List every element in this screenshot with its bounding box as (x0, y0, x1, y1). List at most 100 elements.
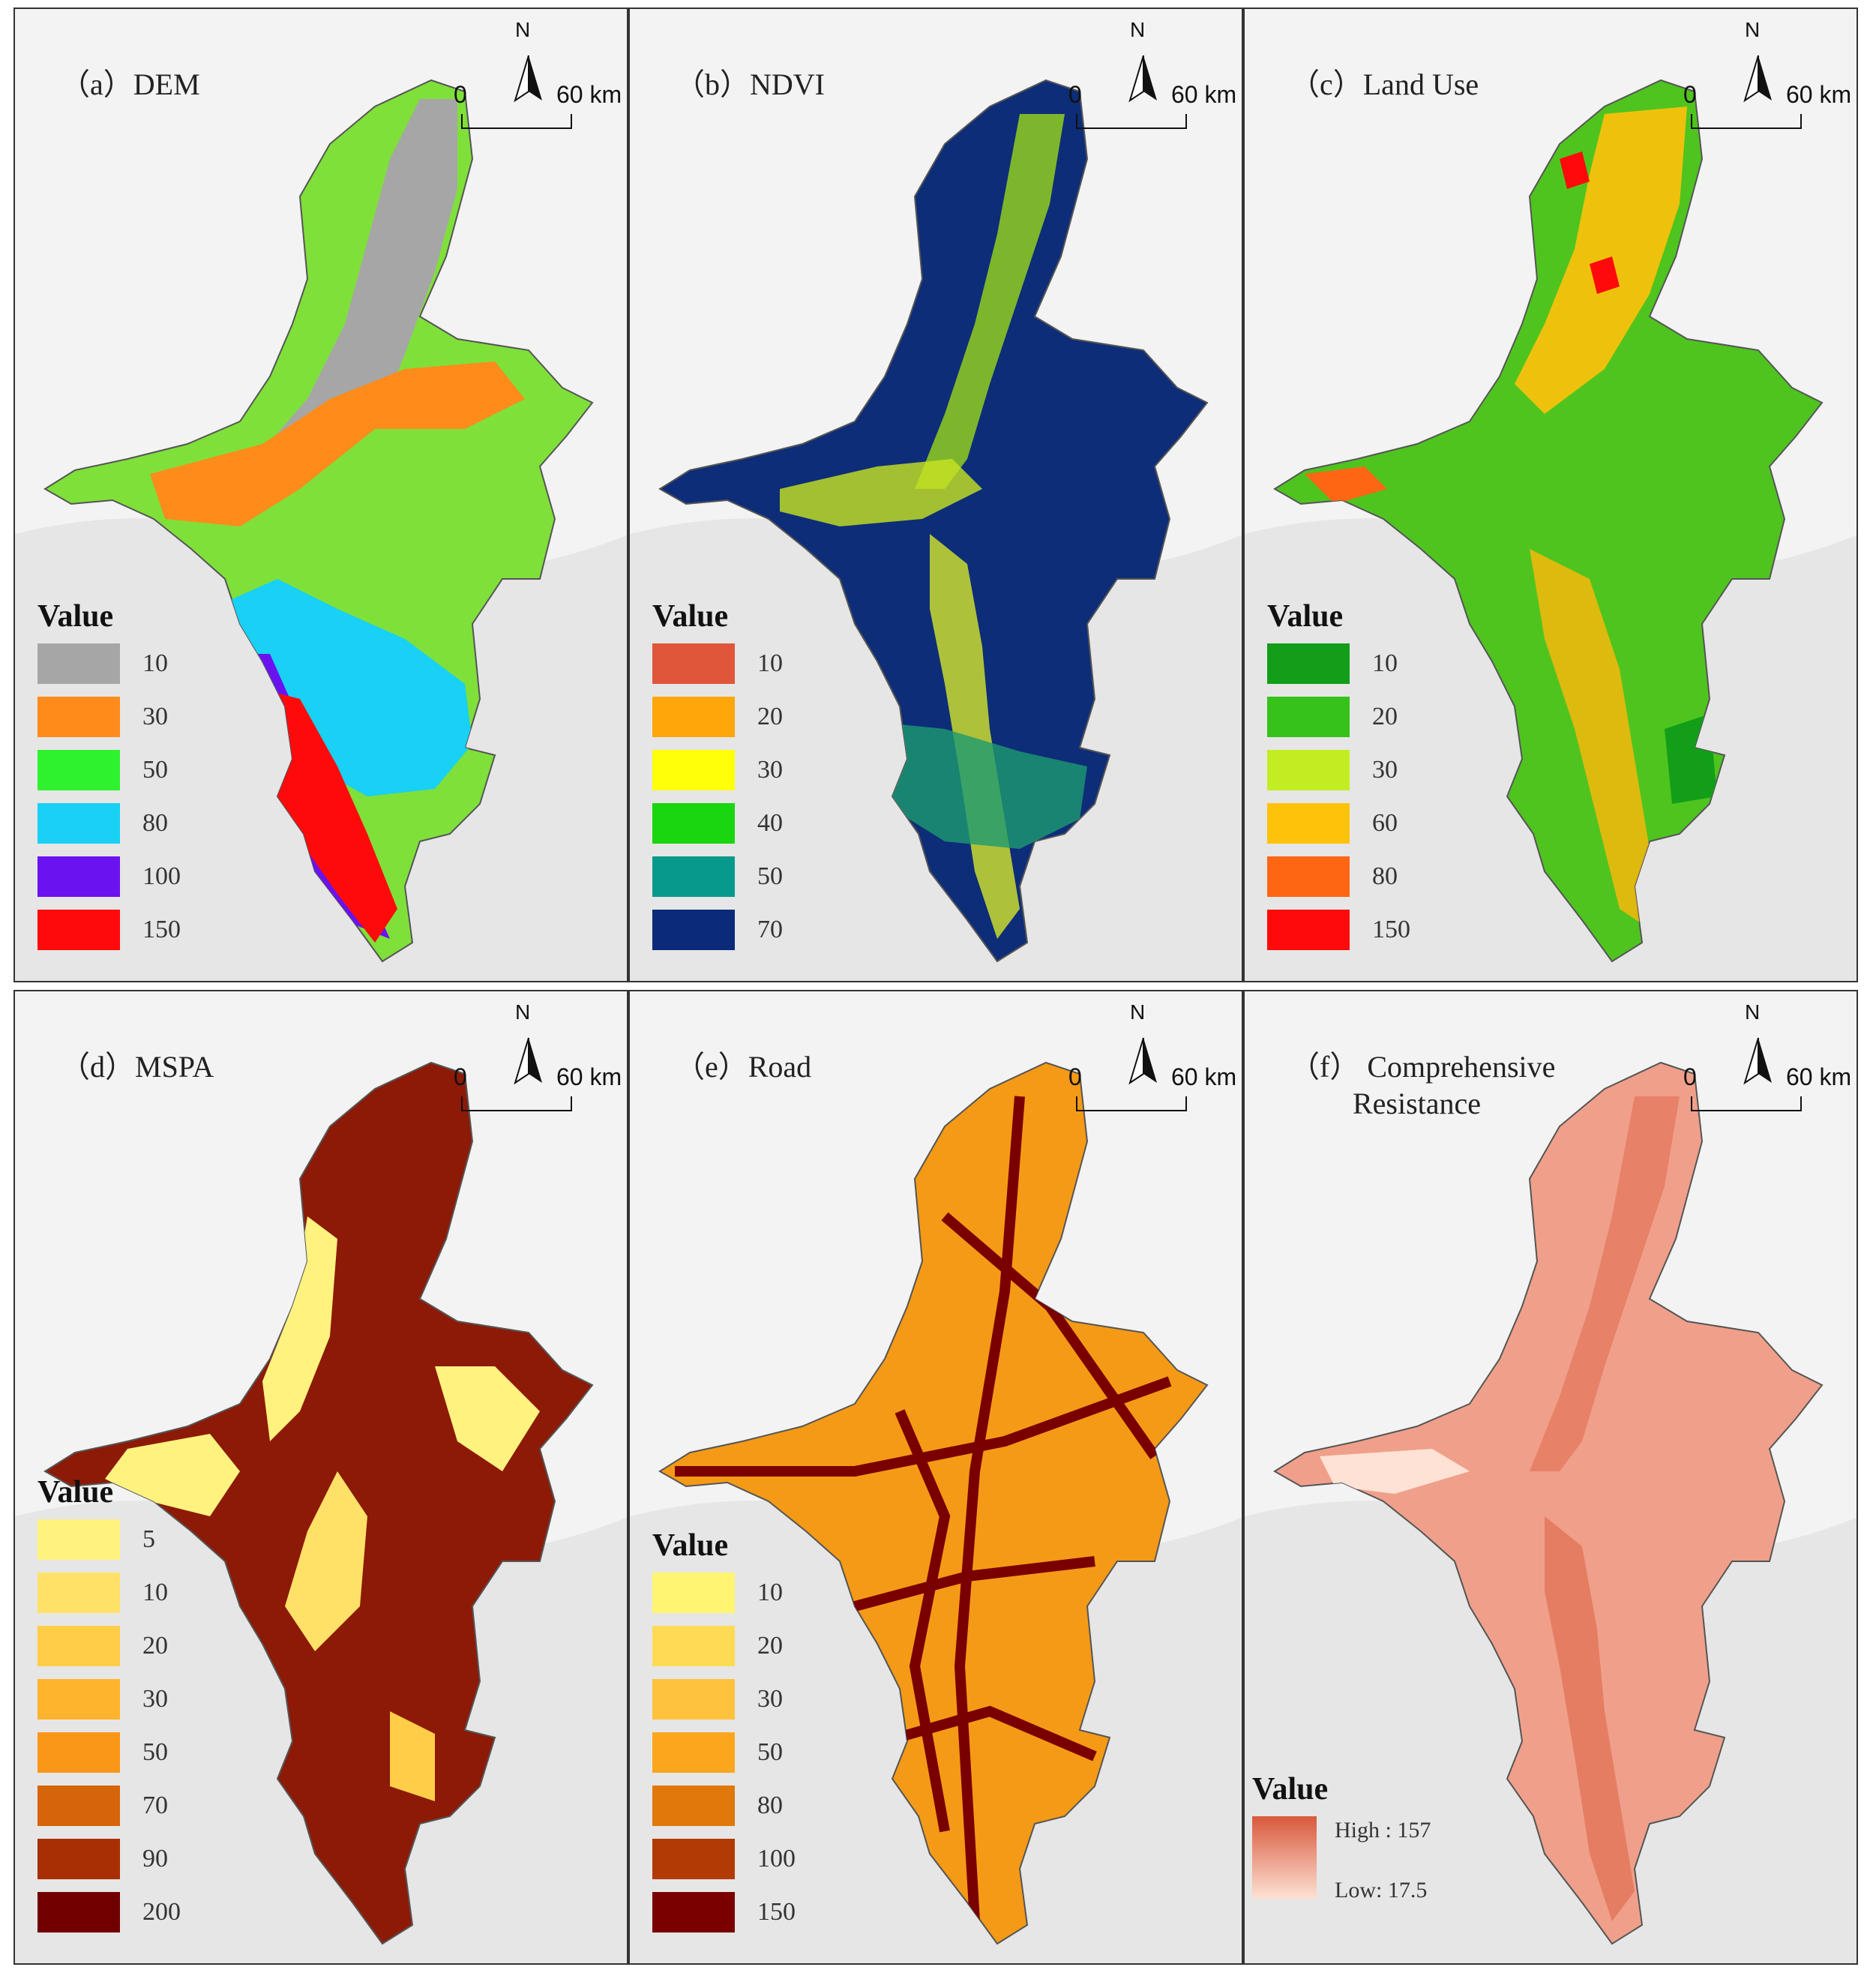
legend-item: 40 (652, 803, 783, 844)
legend-item: 20 (652, 1626, 796, 1666)
scale-bar (1691, 114, 1802, 129)
legend: Value 10 20 30 60 80 150 (1267, 598, 1410, 963)
legend-item: 100 (652, 1839, 796, 1879)
legend-label: 40 (757, 809, 783, 837)
legend-label: 10 (757, 649, 783, 677)
legend-item: 70 (37, 1786, 181, 1826)
legend-label: 50 (757, 1738, 783, 1766)
legend-label: 70 (142, 1792, 168, 1819)
legend-item: 30 (1267, 750, 1410, 790)
legend-item: 10 (652, 643, 783, 684)
legend-label: 80 (757, 1792, 783, 1819)
legend-item: 20 (1267, 697, 1410, 737)
legend-item: 5 (37, 1519, 181, 1560)
legend-item: 20 (37, 1626, 181, 1666)
legend-title: Value (652, 1528, 729, 1563)
north-arrow-icon (514, 55, 542, 103)
legend-swatch (652, 1573, 735, 1613)
scale-end: 60 km (1171, 81, 1237, 108)
legend-swatch (1267, 803, 1350, 844)
scale-zero: 0 (454, 81, 467, 108)
legend-high: High : 157 (1335, 1818, 1431, 1843)
legend-label: 30 (1372, 756, 1398, 784)
legend-swatch (652, 1732, 735, 1773)
north-arrow-icon (1128, 55, 1157, 103)
legend-swatch (652, 750, 735, 790)
legend-label: 30 (142, 1685, 168, 1713)
legend-swatch (37, 1839, 120, 1879)
scale-bar (461, 1096, 572, 1111)
panel-title: （b）NDVI (675, 67, 825, 101)
legend-label: 20 (142, 1632, 168, 1660)
legend-label: 10 (142, 1579, 168, 1606)
scale-bar (461, 114, 572, 129)
scale-zero: 0 (454, 1063, 467, 1090)
legend-label: 200 (142, 1898, 181, 1926)
legend-label: 30 (757, 756, 783, 784)
legend-swatch (37, 910, 120, 950)
scale-end: 60 km (1786, 81, 1852, 108)
panel-title: （c）Land Use (1290, 67, 1479, 101)
legend-label: 50 (142, 756, 168, 784)
legend-label: 10 (757, 1579, 783, 1606)
legend-label: 80 (142, 809, 168, 837)
legend-low: Low: 17.5 (1335, 1878, 1428, 1903)
legend-label: 150 (142, 916, 181, 943)
legend-swatch (37, 1786, 120, 1826)
legend-swatch (37, 750, 120, 790)
legend-swatch (37, 1519, 120, 1560)
north-arrow-icon (1128, 1037, 1157, 1085)
legend-swatch (652, 1839, 735, 1879)
legend-label: 50 (142, 1738, 168, 1766)
legend-swatch (37, 1679, 120, 1720)
legend-item: 30 (37, 1679, 181, 1720)
legend-item: 30 (652, 750, 783, 790)
legend-item: 200 (37, 1892, 181, 1933)
north-arrow-icon (514, 1037, 542, 1085)
legend-label: 20 (757, 1632, 783, 1660)
panel-a: （a）DEM N 0 60 km Value 10 30 50 80 100 150 (13, 7, 628, 982)
panel-d: （d）MSPA N 0 60 km Value 5 10 20 30 50 70 90 200 (13, 990, 628, 1965)
legend-label: 20 (757, 703, 783, 730)
scale-zero: 0 (1068, 1063, 1082, 1090)
legend-title: Value (1267, 599, 1344, 634)
scale-end: 60 km (1786, 1063, 1852, 1090)
legend: Value 10 20 30 40 50 70 (652, 598, 783, 963)
legend-swatch (652, 803, 735, 844)
north-label: N (515, 18, 531, 41)
scale-bar (1076, 1096, 1187, 1111)
scale-end: 60 km (556, 1063, 622, 1090)
legend-swatch (37, 803, 120, 844)
legend-swatch (37, 643, 120, 684)
legend-swatch (1267, 750, 1350, 790)
legend-item: 70 (652, 910, 783, 950)
panel-title: （f） Comprehensive (1290, 1050, 1556, 1084)
legend-swatch (37, 1573, 120, 1613)
legend-swatch (652, 643, 735, 684)
legend-title: Value (652, 599, 729, 634)
legend-swatch (652, 1679, 735, 1720)
legend-label: 70 (757, 916, 783, 943)
north-label: N (1745, 1000, 1761, 1024)
legend-item: 80 (1267, 856, 1410, 897)
legend-swatch (652, 1786, 735, 1826)
legend-item: 10 (37, 643, 181, 684)
legend-label: 60 (1372, 809, 1398, 837)
legend-item: 150 (652, 1892, 796, 1933)
scale-zero: 0 (1683, 81, 1697, 108)
panel-title-line2: Resistance (1353, 1087, 1482, 1120)
legend-item: 80 (37, 803, 181, 844)
legend-swatch (1267, 910, 1350, 950)
legend-item: 150 (37, 910, 181, 950)
legend-item: 10 (37, 1573, 181, 1613)
panel-f: （f） Comprehensive Resistance N 0 60 km Value H… (1243, 990, 1858, 1965)
legend-swatch (37, 1732, 120, 1773)
panel-title: （e）Road (675, 1050, 812, 1084)
legend-label: 30 (142, 703, 168, 730)
legend-item: 20 (652, 697, 783, 737)
panel-c: （c）Land Use N 0 60 km Value 10 20 30 60 80 150 (1243, 7, 1858, 982)
legend-swatch (37, 1892, 120, 1933)
legend-swatch (37, 1626, 120, 1666)
legend-swatch (1267, 856, 1350, 897)
legend-label: 100 (757, 1845, 796, 1873)
